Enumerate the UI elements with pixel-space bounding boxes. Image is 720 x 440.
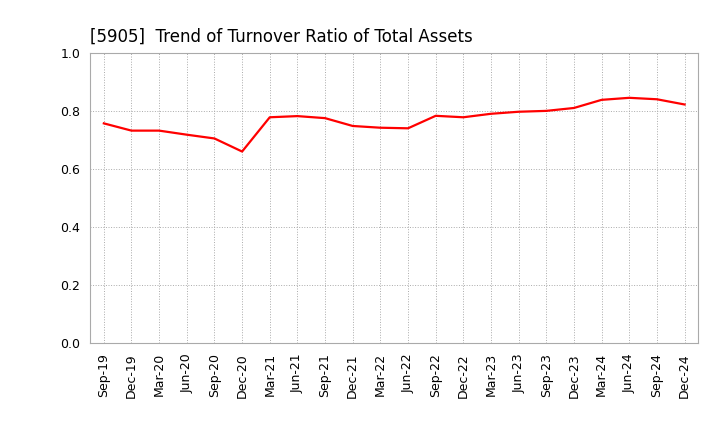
Text: [5905]  Trend of Turnover Ratio of Total Assets: [5905] Trend of Turnover Ratio of Total …: [90, 28, 473, 46]
